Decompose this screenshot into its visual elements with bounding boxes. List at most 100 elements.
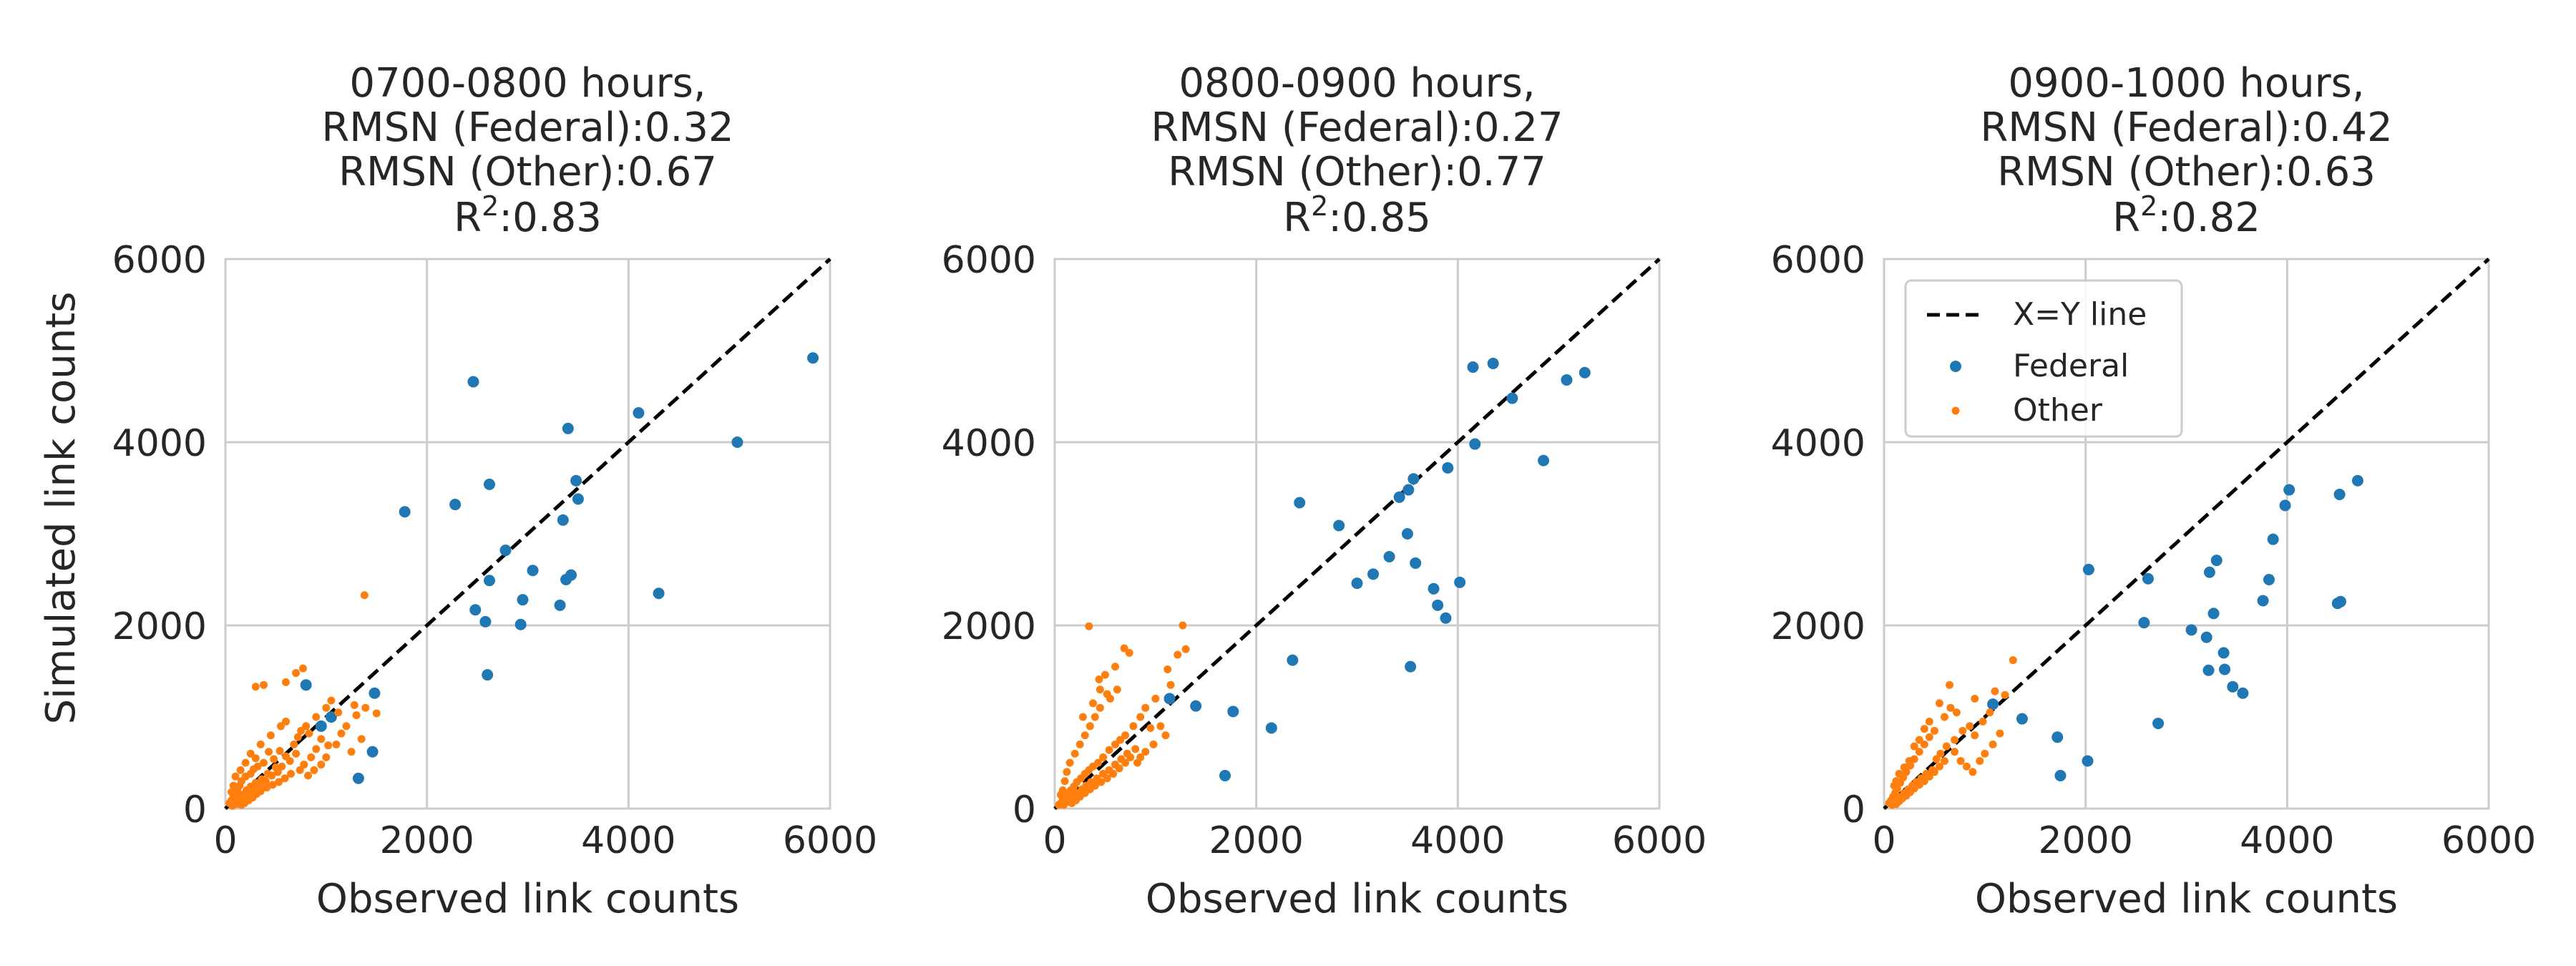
federal-point xyxy=(1190,700,1202,712)
x-axis-label: Observed link counts xyxy=(316,876,739,922)
y-tick-label: 4000 xyxy=(112,422,207,465)
other-point xyxy=(350,701,358,709)
federal-point xyxy=(1402,484,1415,496)
other-point xyxy=(273,768,282,776)
legend-label: X=Y line xyxy=(2013,296,2147,333)
other-point xyxy=(1920,725,1928,733)
federal-point xyxy=(1367,568,1380,580)
federal-point xyxy=(2331,597,2343,610)
federal-point xyxy=(483,478,495,490)
other-point xyxy=(1133,758,1141,767)
y-tick-label: 2000 xyxy=(942,605,1036,648)
other-point xyxy=(236,766,245,774)
federal-point xyxy=(2227,680,2239,693)
other-point xyxy=(1941,713,1948,721)
other-point xyxy=(1136,713,1145,721)
other-point xyxy=(1935,762,1943,771)
other-point xyxy=(1125,648,1133,657)
other-point xyxy=(310,766,318,774)
other-point xyxy=(1925,717,1933,726)
other-point xyxy=(324,741,333,750)
chart-panel-3: 0 2000 4000 6000 0 2000 4000 6000 Observed link … xyxy=(1771,60,2537,922)
federal-point xyxy=(570,474,582,487)
other-point xyxy=(1060,777,1069,786)
other-point xyxy=(1126,753,1135,761)
federal-point xyxy=(527,565,539,577)
other-point xyxy=(1078,713,1087,721)
federal-point xyxy=(2142,572,2154,585)
other-point xyxy=(334,708,343,717)
chart-title-line-1: 0900-1000 hours, xyxy=(2008,60,2364,107)
legend: X=Y line Federal Other xyxy=(1904,279,2183,438)
other-point xyxy=(1956,756,1965,765)
other-point xyxy=(327,696,336,705)
other-point xyxy=(1989,740,1997,748)
other-point xyxy=(317,735,326,743)
other-point xyxy=(268,771,276,780)
other-point xyxy=(302,722,311,731)
other-point xyxy=(1971,694,1979,703)
federal-point xyxy=(300,679,312,691)
y-tick-label: 2000 xyxy=(112,605,207,648)
other-point xyxy=(1115,764,1123,773)
other-point xyxy=(1905,756,1913,765)
federal-point xyxy=(557,514,569,526)
x-tick-label: 6000 xyxy=(2441,819,2536,862)
other-point xyxy=(1103,690,1111,698)
other-point xyxy=(337,729,346,738)
federal-point xyxy=(1393,491,1405,503)
other-point xyxy=(1941,756,1948,765)
federal-point xyxy=(1506,392,1518,404)
other-point xyxy=(1075,740,1084,748)
federal-point xyxy=(2054,769,2067,781)
other-point xyxy=(276,722,285,731)
other-point xyxy=(1141,703,1150,712)
other-point xyxy=(261,777,270,786)
federal-point xyxy=(1294,497,1306,509)
federal-point xyxy=(2283,484,2296,496)
federal-point xyxy=(1561,374,1573,386)
other-point xyxy=(297,726,306,735)
y-tick-label: 4000 xyxy=(1771,422,1865,465)
other-point xyxy=(1966,722,1974,731)
other-point xyxy=(1962,762,1971,771)
other-point xyxy=(268,781,277,789)
other-point xyxy=(322,753,331,761)
other-point xyxy=(266,731,275,740)
federal-point xyxy=(517,594,529,606)
other-point xyxy=(1935,699,1943,708)
other-point xyxy=(1930,726,1938,735)
y-tick-label: 6000 xyxy=(112,239,207,282)
other-point xyxy=(1095,675,1103,684)
federal-point xyxy=(633,407,645,419)
other-point xyxy=(1166,680,1175,689)
chart-panel-1: 0 2000 4000 6000 0 2000 4000 6000 Observed link … xyxy=(112,60,878,922)
other-point xyxy=(263,784,271,792)
x-tick-label: 0 xyxy=(1043,819,1066,862)
other-point xyxy=(1915,748,1923,756)
identity-line xyxy=(1883,258,2490,810)
other-point xyxy=(1080,731,1089,740)
other-point xyxy=(298,664,307,673)
other-point xyxy=(1952,708,1961,717)
other-point xyxy=(2009,656,2017,665)
federal-point xyxy=(2152,717,2165,729)
other-point xyxy=(303,771,312,780)
federal-point xyxy=(2267,533,2279,545)
other-point xyxy=(1085,622,1093,630)
other-point xyxy=(352,711,361,719)
y-tick-label: 4000 xyxy=(942,422,1036,465)
federal-point xyxy=(479,615,492,628)
x-tick-label: 0 xyxy=(213,819,237,862)
other-point xyxy=(332,740,341,748)
other-point xyxy=(296,766,304,774)
other-point xyxy=(342,722,351,731)
other-point xyxy=(1979,717,1987,726)
other-point xyxy=(1096,703,1104,712)
other-point xyxy=(1141,748,1150,756)
y-tick-label: 0 xyxy=(183,789,207,831)
federal-point xyxy=(325,711,337,723)
legend-label: Other xyxy=(2013,392,2103,429)
x-tick-label: 0 xyxy=(1872,819,1896,862)
federal-point xyxy=(2333,488,2346,500)
